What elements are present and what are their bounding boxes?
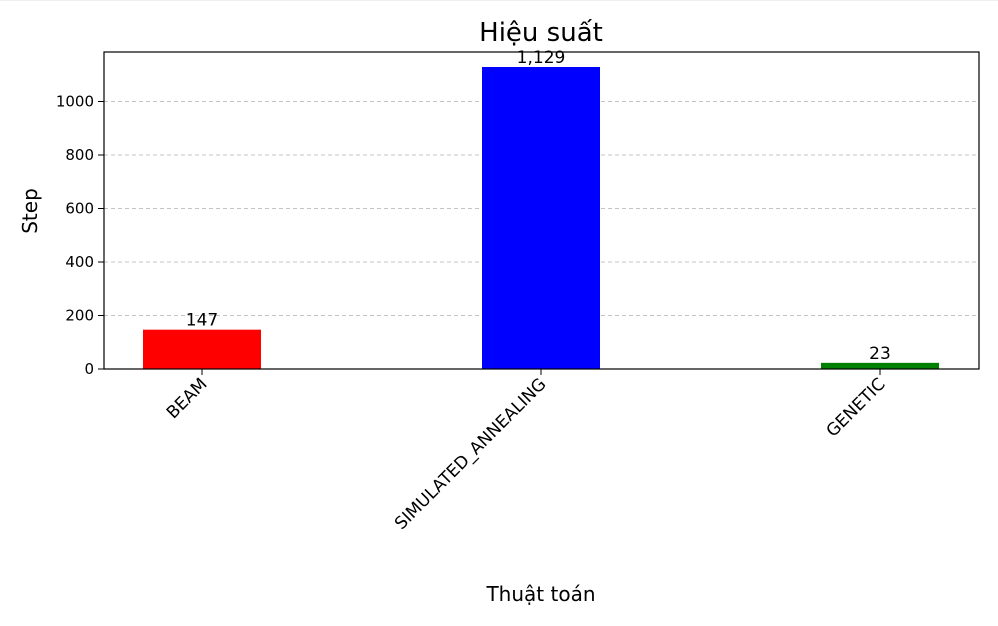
- y-axis: 0 200 400 600 800 1000: [56, 92, 104, 378]
- y-tick-label: 800: [65, 146, 94, 164]
- bar-value-labels: 147 1,129 23: [186, 48, 891, 364]
- bars: [143, 66, 939, 369]
- y-tick-label: 1000: [56, 92, 94, 110]
- bar-simulated-annealing: [482, 66, 600, 369]
- x-axis-label: Thuật toán: [485, 582, 595, 606]
- bar-value-label: 1,129: [517, 48, 566, 68]
- y-tick-label: 0: [84, 360, 94, 378]
- chart-title: Hiệu suất: [479, 18, 603, 48]
- y-tick-label: 600: [65, 199, 94, 217]
- x-axis: BEAM SIMULATED_ANNEALING GENETIC: [163, 369, 890, 534]
- x-tick-label: BEAM: [163, 374, 212, 423]
- y-tick-label: 400: [65, 253, 94, 271]
- y-tick-label: 200: [65, 306, 94, 324]
- bar-beam: [143, 329, 261, 369]
- bar-genetic: [821, 362, 939, 369]
- x-tick-label: SIMULATED_ANNEALING: [391, 374, 551, 534]
- x-tick-label: GENETIC: [823, 374, 890, 441]
- y-axis-label: Step: [18, 188, 42, 234]
- bar-value-label: 147: [186, 311, 218, 331]
- top-border: [0, 0, 998, 1]
- bar-value-label: 23: [869, 344, 891, 364]
